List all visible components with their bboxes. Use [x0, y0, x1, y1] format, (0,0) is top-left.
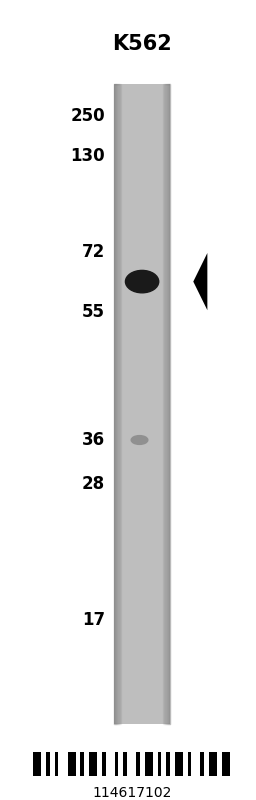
Text: 72: 72	[82, 243, 105, 261]
Bar	[145, 752, 153, 776]
Text: 250: 250	[70, 107, 105, 125]
Bar	[175, 752, 183, 776]
Text: 130: 130	[70, 147, 105, 165]
Bar	[188, 752, 191, 776]
Ellipse shape	[125, 270, 159, 293]
Bar	[115, 752, 119, 776]
Text: 55: 55	[82, 303, 105, 321]
Text: K562: K562	[112, 34, 172, 54]
Bar	[166, 752, 170, 776]
Text: 114617102: 114617102	[92, 786, 172, 800]
Bar	[157, 752, 161, 776]
Bar	[222, 752, 230, 776]
Ellipse shape	[131, 435, 148, 444]
Polygon shape	[193, 253, 207, 310]
Bar	[89, 752, 97, 776]
Bar	[68, 752, 76, 776]
Bar	[55, 752, 58, 776]
Text: 36: 36	[82, 431, 105, 449]
Bar	[102, 752, 106, 776]
Bar	[136, 752, 140, 776]
Bar	[123, 752, 127, 776]
Bar	[200, 752, 204, 776]
Bar	[80, 752, 84, 776]
Bar	[33, 752, 41, 776]
Bar	[46, 752, 50, 776]
Text: 17: 17	[82, 611, 105, 629]
Bar	[209, 752, 217, 776]
Text: 28: 28	[82, 475, 105, 493]
Bar	[114, 84, 170, 724]
